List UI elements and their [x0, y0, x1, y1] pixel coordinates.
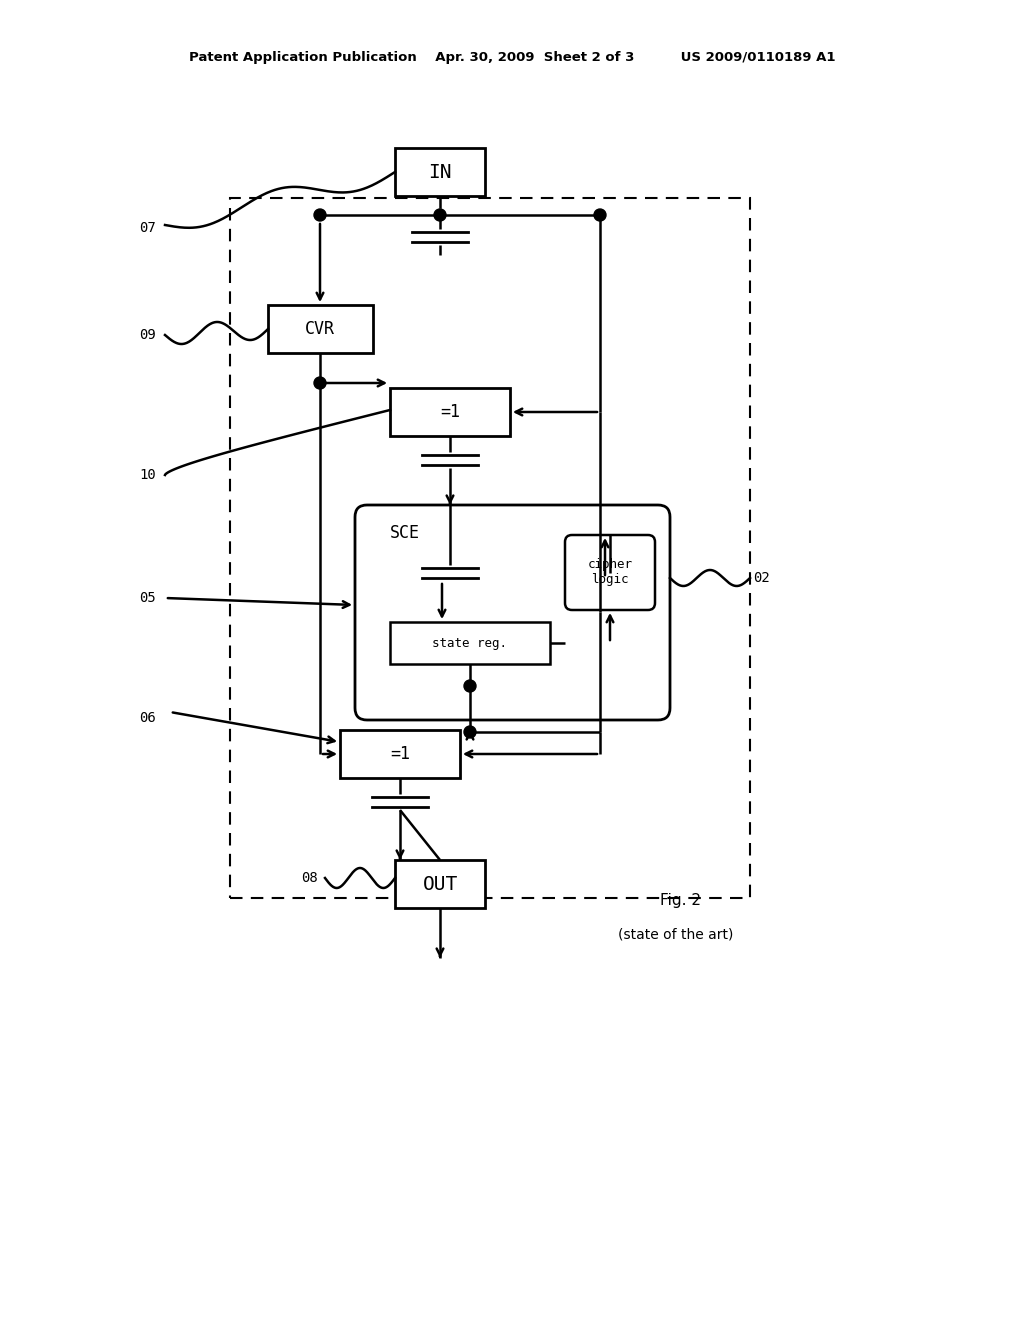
Text: CVR: CVR	[305, 319, 335, 338]
Bar	[230, 198, 750, 898]
Text: state reg.: state reg.	[432, 636, 508, 649]
Text: 05: 05	[139, 591, 157, 605]
Text: (state of the art): (state of the art)	[618, 928, 733, 942]
Circle shape	[594, 209, 606, 220]
Text: cipher
logic: cipher logic	[588, 558, 633, 586]
Bar	[395, 861, 485, 908]
Text: 06: 06	[139, 711, 157, 725]
Bar	[390, 388, 510, 436]
Circle shape	[314, 378, 326, 389]
Text: 02: 02	[754, 572, 770, 585]
Bar	[395, 148, 485, 195]
Text: SCE: SCE	[390, 524, 420, 543]
Text: 10: 10	[139, 469, 157, 482]
Text: 09: 09	[139, 327, 157, 342]
Text: 07: 07	[139, 220, 157, 235]
FancyBboxPatch shape	[355, 506, 670, 719]
Text: 08: 08	[302, 871, 318, 884]
Circle shape	[464, 726, 476, 738]
Text: IN: IN	[428, 162, 452, 181]
Text: Fig. 2: Fig. 2	[660, 892, 701, 908]
Bar	[268, 305, 373, 352]
Text: Patent Application Publication    Apr. 30, 2009  Sheet 2 of 3          US 2009/0: Patent Application Publication Apr. 30, …	[188, 51, 836, 65]
Text: =1: =1	[390, 744, 410, 763]
Text: =1: =1	[440, 403, 460, 421]
Circle shape	[434, 209, 446, 220]
Bar	[340, 730, 460, 777]
Bar	[390, 622, 550, 664]
Circle shape	[314, 209, 326, 220]
Circle shape	[464, 680, 476, 692]
FancyBboxPatch shape	[565, 535, 655, 610]
Text: OUT: OUT	[422, 874, 458, 894]
